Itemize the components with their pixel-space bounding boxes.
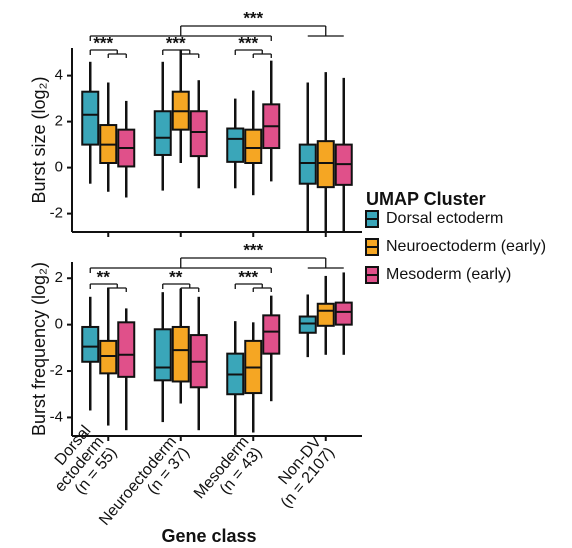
box: [334, 301, 353, 326]
sig-label: **: [97, 267, 111, 286]
x-axis-label: Gene class: [161, 526, 256, 546]
box: [298, 315, 317, 334]
sig-label: ***: [238, 33, 258, 52]
x-tick-label-group: Non-DV(n = 2107): [275, 433, 338, 511]
legend-label: Mesoderm (early): [386, 266, 511, 283]
box: [81, 90, 100, 146]
y-axis-label: Burst frequency (log₂): [29, 262, 49, 436]
legend-label: Dorsal ectoderm: [386, 210, 503, 227]
box: [244, 128, 263, 164]
sig-label: ***: [93, 33, 113, 52]
x-tick-label-group: Mesoderm(n = 43): [191, 433, 266, 502]
box: [262, 314, 281, 355]
box: [99, 339, 118, 375]
y-tick-label: 2: [55, 113, 63, 130]
y-axis-label: Burst size (log₂): [29, 76, 49, 203]
box: [81, 325, 100, 363]
y-tick-label: 2: [55, 269, 63, 286]
box: [316, 302, 335, 327]
box: [316, 140, 335, 189]
box: [117, 321, 136, 378]
sig-label: ***: [243, 240, 263, 259]
y-tick-label: 0: [55, 316, 63, 333]
y-tick-label: -2: [50, 205, 63, 222]
legend-label: Neuroectoderm (early): [386, 238, 546, 255]
sig-label: ***: [238, 267, 258, 286]
box: [153, 328, 172, 382]
box: [298, 143, 317, 185]
y-tick-label: -4: [50, 408, 63, 425]
box: [189, 110, 208, 158]
box: [171, 325, 190, 383]
y-tick-label: 4: [55, 67, 63, 84]
y-tick-label: -2: [50, 362, 63, 379]
sig-label: **: [169, 267, 183, 286]
box: [153, 110, 172, 156]
sig-label: ***: [166, 33, 186, 52]
sig-label: ***: [243, 8, 263, 27]
legend-title: UMAP Cluster: [366, 189, 486, 209]
box: [226, 127, 245, 163]
y-tick-label: 0: [55, 159, 63, 176]
